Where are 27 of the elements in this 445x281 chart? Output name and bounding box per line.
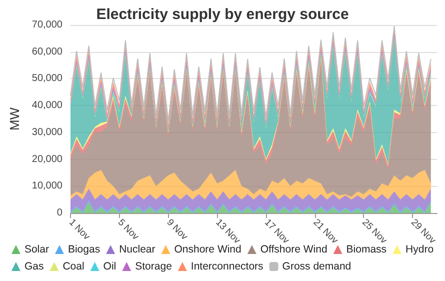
- legend-label: Biogas: [68, 244, 100, 256]
- legend-label: Offshore Wind: [260, 244, 328, 256]
- legend-label: Solar: [24, 244, 50, 256]
- x-tick-label: 1 Nov: [66, 217, 92, 243]
- legend-label: Hydro: [406, 244, 434, 256]
- legend-label: Gas: [24, 260, 44, 272]
- y-tick-label: 60,000: [32, 46, 63, 58]
- y-tick-label: 30,000: [32, 126, 63, 138]
- legend-label: Interconnectors: [190, 260, 264, 272]
- y-tick-label: 0: [56, 208, 63, 218]
- y-tick-label: 40,000: [32, 100, 63, 112]
- legend-label: Gross demand: [282, 260, 352, 272]
- x-tick-label: 9 Nov: [164, 217, 190, 243]
- chart-title: Electricity supply by energy source: [96, 6, 349, 23]
- y-tick-label: 70,000: [32, 20, 63, 30]
- y-tick-label: 50,000: [32, 73, 63, 84]
- y-tick-label: 10,000: [32, 180, 63, 192]
- legend-label: Nuclear: [119, 244, 156, 256]
- y-tick-label: 20,000: [32, 154, 63, 165]
- legend-label: Storage: [135, 260, 172, 272]
- legend-label: Coal: [62, 260, 84, 272]
- y-axis-title: MW: [7, 106, 22, 131]
- legend-label: Biomass: [346, 244, 387, 256]
- legend-label: Oil: [103, 260, 116, 272]
- x-tick-label: 25 Nov: [360, 217, 390, 246]
- legend-label: Onshore Wind: [174, 244, 242, 256]
- x-tick-label: 5 Nov: [115, 217, 141, 243]
